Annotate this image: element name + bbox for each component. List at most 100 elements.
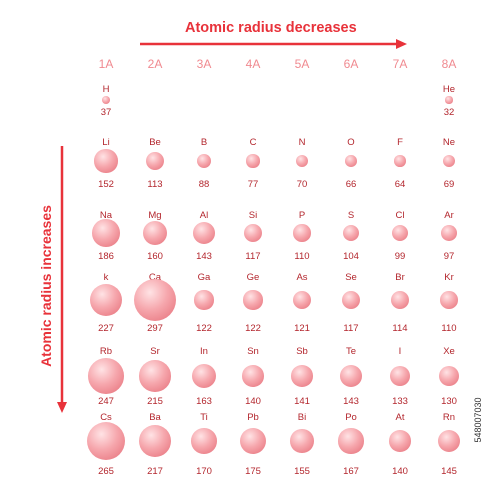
atom-sphere-br: [390, 290, 410, 310]
element-symbol-ti: Ti: [200, 412, 208, 423]
atomic-radius-value-in: 163: [196, 396, 212, 407]
group-label-7a: 7A: [392, 57, 408, 71]
atomic-radius-value-cs: 265: [98, 466, 114, 477]
atom-sphere-sn: [242, 365, 264, 387]
group-label-1a: 1A: [98, 57, 114, 71]
element-symbol-mg: Mg: [148, 210, 162, 221]
element-symbol-in: In: [200, 346, 208, 357]
atom-sphere-n: [295, 154, 309, 168]
element-symbol-f: F: [397, 137, 403, 148]
atom-sphere-i: [389, 365, 411, 387]
element-symbol-cs: Cs: [100, 412, 112, 423]
atomic-radius-value-sr: 215: [147, 396, 163, 407]
atom-sphere-be: [146, 152, 164, 170]
atomic-radius-value-ar: 97: [443, 251, 455, 262]
element-symbol-kr: Kr: [444, 272, 454, 283]
atom-sphere-ti: [191, 428, 217, 454]
atom-sphere-ca: [133, 278, 177, 322]
atom-sphere-xe: [438, 365, 460, 387]
title-atomic-radius-decreases: Atomic radius decreases: [185, 20, 357, 36]
element-symbol-xe: Xe: [443, 346, 455, 357]
element-symbol-po: Po: [345, 412, 357, 423]
atomic-radius-value-k: 227: [98, 323, 114, 334]
atomic-radius-value-al: 143: [196, 251, 212, 262]
atomic-radius-value-as: 121: [294, 323, 310, 334]
atom-sphere-po: [338, 428, 364, 454]
element-symbol-he: He: [442, 84, 456, 95]
atom-sphere-kr: [440, 291, 458, 309]
watermark-id: 548007030: [473, 397, 483, 443]
atomic-radius-value-ne: 69: [443, 179, 455, 190]
atomic-radius-value-xe: 130: [441, 396, 457, 407]
atom-sphere-as: [292, 290, 312, 310]
atomic-radius-value-se: 117: [343, 323, 359, 334]
atom-sphere-se: [341, 290, 361, 310]
element-symbol-c: C: [249, 137, 257, 148]
atomic-radius-value-p: 110: [294, 251, 310, 262]
atomic-radius-value-ba: 217: [147, 466, 163, 477]
element-symbol-pb: Pb: [247, 412, 259, 423]
atom-sphere-bi: [290, 429, 314, 453]
atom-sphere-rb: [88, 358, 124, 394]
atom-sphere-li: [94, 149, 118, 173]
atomic-radius-value-sn: 140: [245, 396, 261, 407]
atomic-radius-value-li: 152: [98, 179, 114, 190]
atomic-radius-value-be: 113: [147, 179, 163, 190]
atom-sphere-f: [394, 155, 406, 167]
atom-sphere-te: [340, 365, 362, 387]
atom-sphere-h: [102, 96, 110, 104]
element-symbol-bi: Bi: [297, 412, 307, 423]
atom-sphere-si: [243, 223, 263, 243]
element-symbol-sr: Sr: [150, 346, 160, 357]
atom-sphere-b: [196, 153, 212, 169]
group-label-8a: 8A: [441, 57, 457, 71]
atomic-radius-value-ti: 170: [196, 466, 212, 477]
atomic-radius-value-ga: 122: [196, 323, 212, 334]
group-label-6a: 6A: [343, 57, 359, 71]
atomic-radius-value-ge: 122: [245, 323, 261, 334]
atomic-radius-value-br: 114: [392, 323, 408, 334]
atom-sphere-o: [345, 155, 357, 167]
element-symbol-na: Na: [99, 210, 113, 221]
atom-sphere-pb: [239, 427, 267, 455]
atomic-radius-value-o: 66: [345, 179, 357, 190]
atomic-radius-value-rb: 247: [98, 396, 114, 407]
element-symbol-br: Br: [395, 272, 405, 283]
atomic-radius-value-na: 186: [98, 251, 114, 262]
atom-sphere-cl: [391, 224, 409, 242]
element-symbol-o: O: [347, 137, 355, 148]
atom-sphere-ga: [194, 290, 214, 310]
atomic-radius-value-sb: 141: [294, 396, 310, 407]
atomic-radius-value-h: 37: [100, 107, 112, 118]
element-symbol-li: Li: [102, 137, 110, 148]
atomic-radius-value-pb: 175: [245, 466, 261, 477]
element-symbol-s: S: [347, 210, 355, 221]
atom-sphere-ne: [442, 154, 456, 168]
atomic-radius-value-f: 64: [394, 179, 406, 190]
element-symbol-b: B: [200, 137, 208, 148]
vertical-arrow-head: [57, 402, 67, 413]
atom-sphere-in: [191, 363, 217, 389]
element-symbol-cl: Cl: [395, 210, 405, 221]
element-symbol-p: P: [298, 210, 306, 221]
element-symbol-ba: Ba: [149, 412, 161, 423]
element-symbol-rb: Rb: [99, 346, 113, 357]
atom-sphere-al: [193, 222, 215, 244]
atomic-radius-value-te: 143: [343, 396, 359, 407]
atom-sphere-c: [246, 154, 260, 168]
atom-sphere-he: [445, 96, 453, 104]
element-symbol-sn: Sn: [247, 346, 259, 357]
atomic-radius-value-ca: 297: [147, 323, 163, 334]
group-label-3a: 3A: [196, 57, 212, 71]
atom-sphere-s: [342, 224, 360, 242]
atom-sphere-ba: [139, 425, 171, 457]
element-symbol-si: Si: [248, 210, 258, 221]
atomic-radius-value-at: 140: [392, 466, 408, 477]
atom-sphere-rn: [437, 429, 461, 453]
group-label-5a: 5A: [294, 57, 310, 71]
element-symbol-be: Be: [149, 137, 161, 148]
atomic-radius-value-mg: 160: [147, 251, 163, 262]
atomic-radius-value-kr: 110: [441, 323, 457, 334]
